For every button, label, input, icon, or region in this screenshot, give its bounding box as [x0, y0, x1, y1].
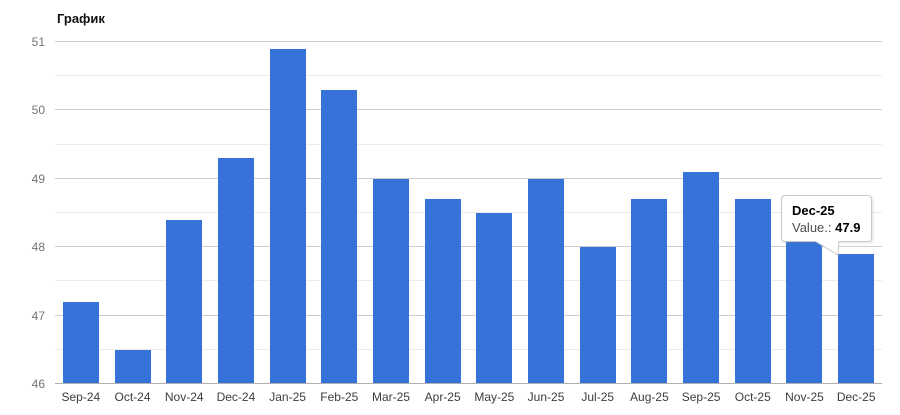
bar[interactable]: [838, 254, 875, 383]
x-axis-line: [55, 383, 882, 384]
x-axis-label: Jun-25: [527, 390, 565, 404]
gridline-major: [55, 246, 882, 248]
x-axis-label: Nov-25: [785, 390, 824, 404]
x-axis: Sep-24 Oct-24 Nov-24 Dec-24 Jan-25 Feb-25 Mar-…: [55, 390, 882, 408]
gridline-major: [55, 314, 882, 316]
x-axis-label: Sep-24: [61, 390, 101, 404]
gridline-minor: [55, 75, 882, 77]
y-axis-label: 51: [31, 35, 45, 49]
x-axis-label: Sep-25: [681, 390, 721, 404]
x-axis-label: Nov-24: [164, 390, 204, 404]
y-axis-label: 49: [31, 171, 45, 186]
plot-area: [55, 41, 882, 384]
bar[interactable]: [579, 247, 616, 383]
x-axis-label: Apr-25: [424, 390, 461, 404]
bar[interactable]: [217, 158, 254, 383]
bar[interactable]: [166, 219, 203, 383]
x-axis-label: Dec-25: [836, 390, 876, 404]
x-axis-label: Feb-25: [320, 390, 359, 404]
gridline-major: [55, 41, 882, 42]
bar[interactable]: [424, 199, 461, 383]
tooltip-value-row: Value.: 47.9: [792, 219, 871, 236]
bar[interactable]: [476, 213, 513, 383]
bar[interactable]: [269, 48, 306, 383]
gridline-minor: [55, 212, 882, 213]
x-axis-label: Jan-25: [269, 390, 306, 404]
y-axis-label: 48: [31, 240, 45, 255]
y-axis-label: 50: [31, 103, 45, 118]
bar[interactable]: [372, 178, 409, 383]
x-axis-label: Oct-24: [114, 390, 151, 404]
y-axis-label: 47: [31, 308, 45, 323]
x-axis-label: Aug-25: [630, 390, 669, 404]
chart-title: График: [57, 11, 105, 26]
bar[interactable]: [114, 349, 151, 383]
y-axis-label: 46: [31, 377, 45, 391]
bar[interactable]: [683, 171, 720, 383]
tooltip-value-label: Value.:: [792, 220, 832, 235]
bar[interactable]: [62, 301, 99, 383]
tooltip: Dec-25 Value.: 47.9: [781, 195, 872, 256]
y-axis: 46 47 48 49 50 51: [0, 35, 45, 391]
x-axis-label: Jul-25: [581, 390, 615, 404]
gridline-minor: [55, 348, 882, 350]
gridline-minor: [55, 280, 882, 282]
tooltip-value: 47.9: [835, 220, 861, 235]
x-axis-label: May-25: [474, 390, 515, 404]
x-axis-label: Dec-24: [216, 390, 256, 404]
gridline-major: [55, 109, 882, 111]
gridline-major: [55, 177, 882, 179]
x-axis-label: Mar-25: [371, 390, 410, 404]
bar[interactable]: [631, 199, 668, 383]
tooltip-title: Dec-25: [792, 203, 835, 218]
tooltip-tail: [815, 241, 840, 256]
gridline-minor: [55, 143, 882, 145]
bar[interactable]: [528, 178, 565, 383]
bar[interactable]: [321, 89, 358, 383]
bar[interactable]: [734, 199, 771, 383]
x-axis-label: Oct-25: [734, 390, 771, 404]
bar[interactable]: [786, 240, 823, 383]
